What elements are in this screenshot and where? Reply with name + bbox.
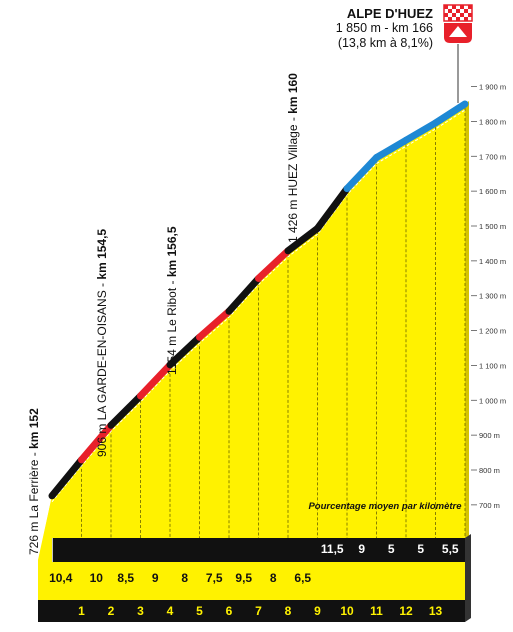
gradient-label: 7,5 xyxy=(206,571,223,585)
grade-segment xyxy=(78,421,115,464)
grade-segment xyxy=(48,456,85,500)
km-label: 11 xyxy=(370,604,383,618)
gradient-label: 6,5 xyxy=(294,571,311,585)
waypoint-label: 906 m LA GARDE-EN-OISANS - km 154,5 xyxy=(95,229,109,457)
km-label: 8 xyxy=(285,604,292,618)
grade-segment xyxy=(284,224,321,255)
slope-dash xyxy=(51,109,466,503)
finish-altitude-km: 1 850 m - km 166 xyxy=(335,21,433,35)
gradient-label: 5,5 xyxy=(442,542,459,556)
km-label: 1 xyxy=(78,604,85,618)
profile-fill xyxy=(38,104,465,562)
km-band xyxy=(38,600,465,622)
y-tick-label: 1 200 m xyxy=(479,327,506,336)
waypoint-name: 726 m La Ferrière - xyxy=(27,449,41,555)
km-label: 2 xyxy=(108,604,115,618)
band-side xyxy=(465,534,471,622)
gradient-label: 8 xyxy=(270,571,277,585)
km-label: 7 xyxy=(255,604,262,618)
waypoint-label: 1154 m Le Ribot - km 156,5 xyxy=(165,226,179,375)
grade-segment xyxy=(196,307,233,341)
gradient-label: 8 xyxy=(181,571,188,585)
y-tick-label: 700 m xyxy=(479,501,500,510)
gradient-label: 9 xyxy=(358,542,365,556)
grade-segment xyxy=(225,274,262,315)
grade-segment xyxy=(166,333,203,369)
waypoint-label: 1 426 m HUEZ Village - km 160 xyxy=(286,73,300,243)
km-label: 4 xyxy=(167,604,174,618)
grade-segment xyxy=(107,392,144,429)
grade-segment xyxy=(402,119,439,144)
grade-segment xyxy=(314,185,351,232)
gradient-label: 8,5 xyxy=(117,571,134,585)
grade-segment xyxy=(432,100,469,127)
finish-flag xyxy=(443,4,473,43)
y-tick-label: 1 300 m xyxy=(479,292,506,301)
y-tick-label: 1 700 m xyxy=(479,152,506,161)
gradient-label: 11,5 xyxy=(321,542,344,556)
grade-segment xyxy=(255,247,292,282)
legend-note: Pourcentage moyen par kilomètre xyxy=(308,501,462,512)
waypoint-name: 1 426 m HUEZ Village - xyxy=(286,114,300,243)
gradient-label: 5 xyxy=(417,542,424,556)
waypoint-label: 726 m La Ferrière - km 152 xyxy=(27,408,41,555)
y-tick-label: 1 800 m xyxy=(479,117,506,126)
km-label: 6 xyxy=(226,604,233,618)
km-label: 3 xyxy=(137,604,144,618)
grade-segment xyxy=(137,361,174,400)
y-tick-label: 800 m xyxy=(479,466,500,475)
waypoint-name: 906 m LA GARDE-EN-OISANS - xyxy=(95,280,109,457)
y-tick-label: 1 400 m xyxy=(479,257,506,266)
grade-segment xyxy=(343,154,380,193)
y-tick-label: 900 m xyxy=(479,431,500,440)
y-tick-label: 1 500 m xyxy=(479,222,506,231)
waypoint-km: km 156,5 xyxy=(165,226,179,277)
y-tick-label: 1 000 m xyxy=(479,396,506,405)
gradient-label: 9,5 xyxy=(235,571,252,585)
profile-side xyxy=(465,101,469,540)
finish-label: ALPE D'HUEZ 1 850 m - km 166 (13,8 km à … xyxy=(336,6,433,51)
finish-summary: (13,8 km à 8,1%) xyxy=(337,36,433,50)
upper-band xyxy=(52,538,465,562)
km-label: 10 xyxy=(340,604,354,618)
checkered-flag-icon xyxy=(443,4,473,22)
gradient-label: 10 xyxy=(90,571,104,585)
km-label: 12 xyxy=(399,604,413,618)
waypoint-km: km 154,5 xyxy=(95,229,109,280)
km-label: 9 xyxy=(314,604,321,618)
y-tick-label: 1 900 m xyxy=(479,83,506,92)
y-tick-label: 1 600 m xyxy=(479,187,506,196)
waypoint-km: km 160 xyxy=(286,73,300,114)
waypoint-km: km 152 xyxy=(27,408,41,449)
gradient-label: 9 xyxy=(152,571,159,585)
mountain-icon xyxy=(444,23,472,43)
km-label: 5 xyxy=(196,604,203,618)
waypoint-name: 1154 m Le Ribot - xyxy=(165,277,179,375)
y-tick-label: 1 100 m xyxy=(479,361,506,370)
grade-segment xyxy=(373,136,410,162)
gradient-label: 5 xyxy=(388,542,395,556)
finish-name: ALPE D'HUEZ xyxy=(346,6,433,21)
gradient-band xyxy=(38,562,465,600)
gradient-label: 10,4 xyxy=(49,571,73,585)
km-label: 13 xyxy=(429,604,443,618)
